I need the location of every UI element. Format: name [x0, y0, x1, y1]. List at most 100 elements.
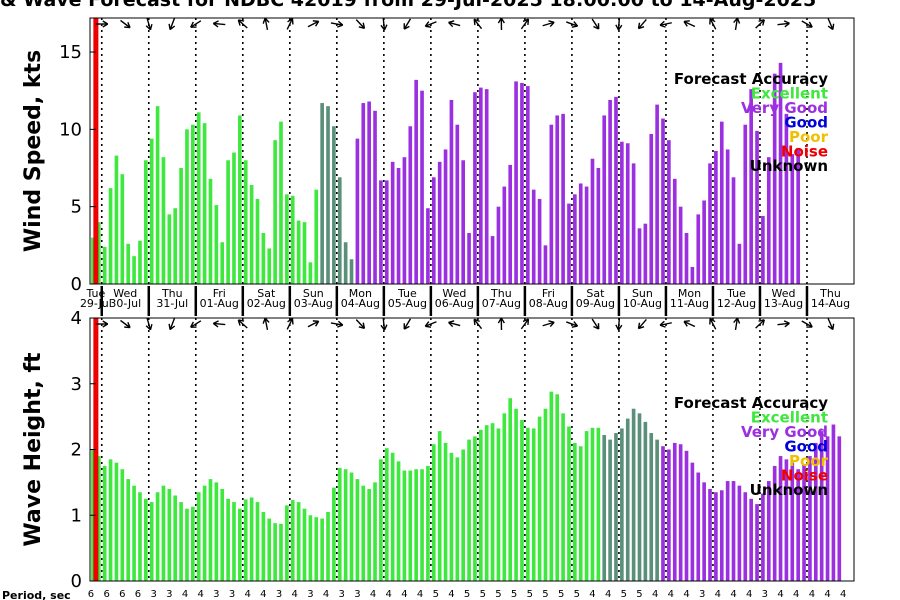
direction-arrow: [827, 318, 835, 331]
arrow-head: [358, 322, 366, 330]
bar: [684, 450, 689, 581]
arrow-shaft: [827, 318, 834, 330]
direction-arrow: [286, 318, 294, 330]
bar: [590, 427, 595, 581]
bar: [243, 499, 248, 581]
arrow-head: [168, 23, 176, 31]
y-tick-label: 1: [71, 505, 82, 526]
bar: [719, 121, 724, 285]
bar: [126, 243, 131, 284]
y-tick-label: 10: [59, 119, 82, 140]
period-value: 4: [245, 589, 251, 600]
arrow-head: [827, 23, 835, 31]
bar: [643, 421, 648, 581]
date-label: 30-Jul: [109, 297, 141, 310]
bar: [361, 103, 366, 284]
bar: [631, 408, 636, 581]
arrow-head: [237, 319, 245, 326]
bar: [149, 138, 154, 284]
chart-title: & Wave Forecast for NDBC 42019 from 29-J…: [0, 0, 816, 11]
arrow-shaft: [659, 322, 672, 326]
bar: [837, 436, 842, 581]
arrow-shaft: [542, 321, 555, 327]
bar: [661, 446, 665, 581]
bar: [484, 425, 489, 581]
period-value: 3: [150, 589, 156, 600]
bar: [473, 436, 477, 581]
arrow-shaft: [709, 318, 717, 330]
bar: [567, 203, 571, 284]
direction-arrow: [777, 20, 790, 28]
period-value: 4: [386, 589, 392, 600]
period-value: 4: [746, 589, 752, 600]
date-label: 13-Aug: [764, 297, 803, 310]
period-value: 4: [809, 589, 815, 600]
direction-arrow: [237, 319, 248, 329]
arrow-head: [102, 20, 109, 28]
wind-speed-panel: 0 5 10 15 Wind Speed, kts Forecast AccuracyEx…: [21, 17, 855, 295]
day-label: Fri: [213, 287, 226, 300]
arrow-head: [448, 20, 455, 28]
bar: [279, 523, 283, 581]
arrow-head: [124, 321, 131, 329]
bar: [232, 152, 236, 284]
bar: [114, 462, 119, 581]
day-label: Tue: [85, 287, 105, 300]
bar: [208, 178, 213, 284]
bar: [132, 256, 136, 284]
bar: [502, 413, 507, 581]
bar: [214, 482, 219, 581]
bar: [555, 394, 560, 581]
bar: [625, 418, 630, 581]
arrow-head: [593, 23, 600, 30]
bar: [708, 488, 712, 581]
bar: [414, 79, 418, 284]
bar: [702, 200, 706, 284]
bar: [367, 101, 371, 284]
date-label: 09-Aug: [576, 297, 615, 310]
legend-item-good: Good: [784, 438, 828, 456]
date-label: 05-Aug: [388, 297, 427, 310]
period-value: 4: [260, 589, 266, 600]
date-label: 02-Aug: [247, 297, 286, 310]
direction-arrow: [683, 20, 696, 28]
bar: [202, 485, 207, 581]
period-value: 4: [840, 589, 846, 600]
bar: [790, 154, 795, 284]
bar: [714, 151, 718, 284]
bar: [390, 452, 395, 581]
direction-arrow: [403, 18, 412, 30]
period-value: 4: [417, 589, 423, 600]
arrow-shaft: [617, 317, 621, 331]
day-labels-row: Tue29-JulWed30-JulThu31-JulFri01-AugSat0…: [80, 286, 850, 316]
bar: [155, 106, 160, 285]
bar: [667, 140, 671, 284]
arrow-head: [190, 21, 197, 28]
bar: [696, 472, 701, 581]
arrow-head: [287, 318, 294, 325]
arrow-head: [497, 17, 505, 24]
period-value: 3: [229, 589, 235, 600]
legend-item-good: Good: [784, 114, 828, 132]
period-value: 3: [276, 589, 282, 600]
direction-arrow: [330, 320, 344, 328]
arrow-shaft: [237, 319, 248, 329]
bar: [714, 492, 718, 581]
bar: [743, 124, 748, 284]
arrow-shaft: [213, 22, 226, 26]
bar: [308, 262, 313, 284]
date-label: 06-Aug: [435, 297, 474, 310]
arrow-shaft: [777, 22, 790, 26]
bar: [173, 495, 178, 581]
bar: [196, 112, 201, 284]
bar: [761, 493, 765, 581]
arrow-head: [783, 20, 790, 28]
bar: [573, 194, 577, 284]
arrow-shaft: [448, 21, 461, 27]
bar: [719, 490, 724, 581]
arrow-shaft: [709, 18, 717, 30]
legend-item-very-good: Very Good: [741, 99, 828, 117]
bar: [367, 488, 371, 581]
bar: [249, 185, 254, 284]
bar: [149, 502, 154, 581]
